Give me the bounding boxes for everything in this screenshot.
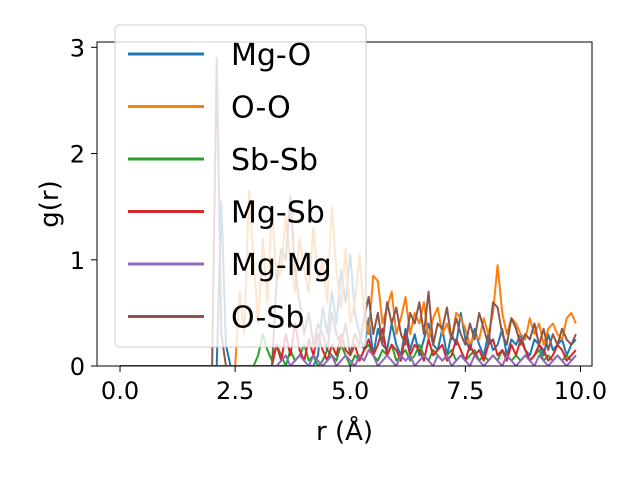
series-line-mg-sb xyxy=(120,322,577,366)
x-tick-label: 7.5 xyxy=(446,377,484,405)
legend-label-mg-mg: Mg-Mg xyxy=(231,248,332,283)
y-tick-label: 3 xyxy=(70,34,85,62)
series-line-mg-mg xyxy=(120,349,577,366)
x-axis-label: r (Å) xyxy=(316,415,373,447)
x-tick-label: 5.0 xyxy=(331,377,369,405)
x-tick-label: 10.0 xyxy=(554,377,607,405)
y-axis: 0 1 2 3 xyxy=(70,34,97,381)
legend-label-o-o: O-O xyxy=(231,91,291,126)
legend-label-sb-sb: Sb-Sb xyxy=(231,143,318,178)
legend-box xyxy=(114,24,367,348)
legend-label-o-sb: O-Sb xyxy=(231,301,304,336)
x-axis: 0.0 2.5 5.0 7.5 10.0 xyxy=(101,366,607,405)
y-tick-label: 2 xyxy=(70,141,85,169)
legend-label-mg-sb: Mg-Sb xyxy=(231,196,325,231)
y-tick-label: 1 xyxy=(70,247,85,275)
legend-label-mg-o: Mg-O xyxy=(231,38,311,73)
x-tick-label: 2.5 xyxy=(216,377,254,405)
y-axis-label: g(r) xyxy=(35,180,65,227)
series-line-sb-sb xyxy=(120,333,577,366)
x-tick-label: 0.0 xyxy=(101,377,139,405)
legend: Mg-O O-O Sb-Sb Mg-Sb Mg-Mg O-Sb xyxy=(114,24,367,348)
y-tick-label: 0 xyxy=(70,353,85,381)
